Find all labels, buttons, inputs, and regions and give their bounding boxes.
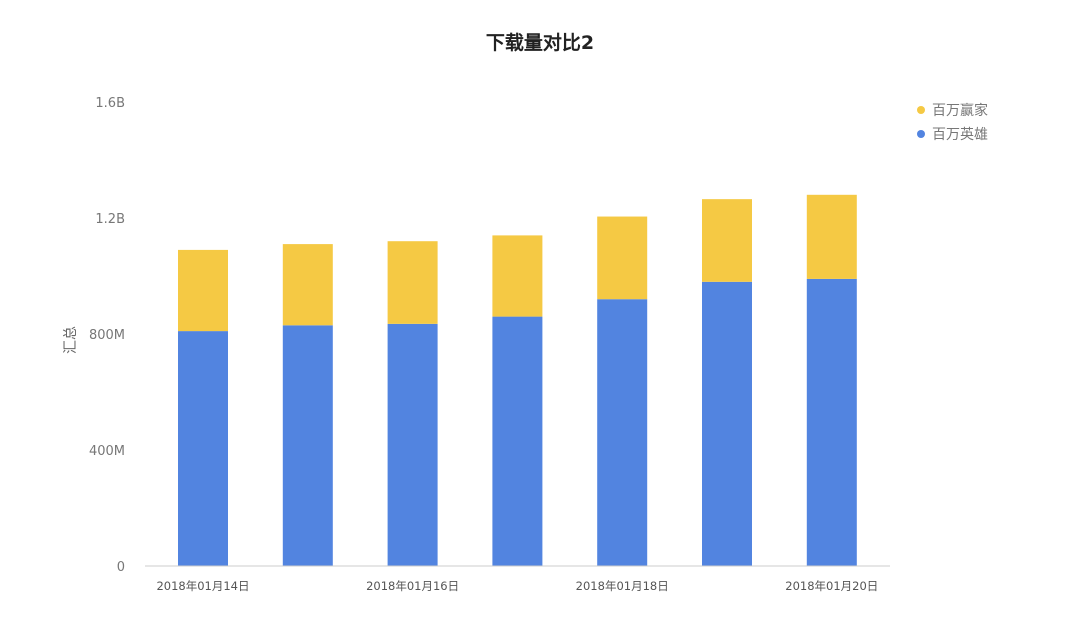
y-tick-label: 0: [117, 560, 125, 575]
chart-title: 下载量对比2: [485, 32, 595, 54]
bar-series2-2018-01-14[interactable]: [178, 249, 228, 332]
y-tick-label: 400M: [89, 444, 125, 459]
bar-series2-2018-01-15[interactable]: [282, 244, 333, 326]
y-axis-label: 汇总: [63, 326, 79, 354]
bar-series1-2018-01-16[interactable]: [387, 323, 438, 566]
bar-series2-2018-01-18[interactable]: [597, 216, 648, 300]
bar-series1-2018-01-15[interactable]: [282, 325, 333, 566]
y-tick-label: 1.2B: [95, 212, 125, 227]
bar-series1-2018-01-18[interactable]: [597, 299, 648, 566]
bar-series2-2018-01-16[interactable]: [387, 241, 438, 324]
bar-series2-2018-01-20[interactable]: [806, 194, 857, 279]
x-tick-label: 2018年01月18日: [576, 579, 669, 593]
bar-series1-2018-01-17[interactable]: [492, 316, 543, 566]
x-tick-label: 2018年01月16日: [366, 579, 459, 593]
x-tick-label: 2018年01月20日: [785, 579, 878, 593]
bars-layer: [178, 194, 857, 566]
y-tick-label: 800M: [89, 328, 125, 343]
axes-layer: 0 400M 800M 1.2B 1.6B 汇总 2018年01月14日 2018年01月16…: [63, 96, 890, 593]
legend-label[interactable]: 百万赢家: [932, 102, 988, 119]
x-tick-label: 2018年01月14日: [156, 579, 249, 593]
bar-series1-2018-01-14[interactable]: [178, 331, 228, 566]
bar-series1-2018-01-19[interactable]: [702, 281, 752, 566]
legend-marker: [917, 130, 925, 138]
y-tick-label: 1.6B: [95, 96, 125, 111]
legend-label[interactable]: 百万英雄: [932, 126, 988, 143]
bar-series1-2018-01-20[interactable]: [806, 278, 857, 566]
bar-series2-2018-01-19[interactable]: [702, 199, 752, 282]
legend-marker: [917, 106, 925, 114]
bar-series2-2018-01-17[interactable]: [492, 235, 543, 317]
